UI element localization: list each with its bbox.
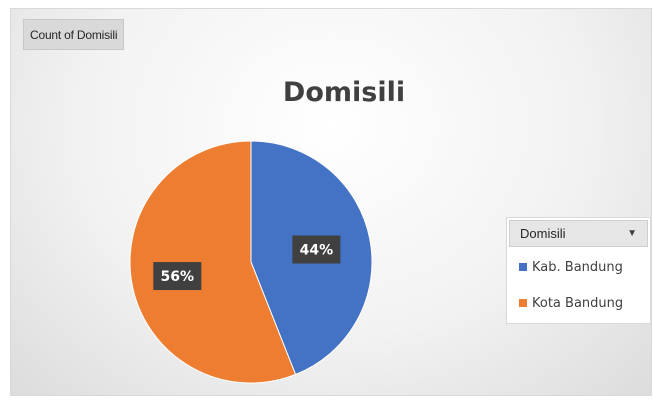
legend-label-kota-bandung: Kota Bandung <box>532 295 624 311</box>
chart-title: Domisili <box>282 77 406 108</box>
legend-item-kota-bandung: Kota Bandung <box>507 285 650 321</box>
pie-chart: 44% 56% <box>129 140 373 384</box>
legend-label-kab-bandung: Kab. Bandung <box>532 259 623 275</box>
dropdown-arrow-icon[interactable]: ▼ <box>627 228 637 239</box>
chart-area[interactable]: Count of Domisili Domisili 44% 56% Domisi… <box>10 8 652 396</box>
pie-slice-kota-bandung[interactable] <box>129 140 297 384</box>
legend-swatch-kab-bandung <box>519 263 527 271</box>
legend-field-label: Domisili <box>520 226 566 241</box>
legend-swatch-kota-bandung <box>519 299 527 307</box>
data-label-kab-bandung: 44% <box>292 235 341 264</box>
data-label-text-kota-bandung: 56% <box>161 269 195 285</box>
data-label-kota-bandung: 56% <box>153 262 202 291</box>
data-label-box-kab-bandung <box>292 235 341 264</box>
legend-item-kab-bandung: Kab. Bandung <box>507 249 650 285</box>
data-label-box-kota-bandung <box>153 262 202 291</box>
pivot-field-button-count-of-domisili[interactable]: Count of Domisili <box>23 19 125 50</box>
legend-field-button[interactable]: Domisili ▼ <box>509 220 648 247</box>
data-label-text-kab-bandung: 44% <box>300 243 334 259</box>
legend: Domisili ▼ Kab. Bandung Kota Bandung <box>506 217 651 324</box>
